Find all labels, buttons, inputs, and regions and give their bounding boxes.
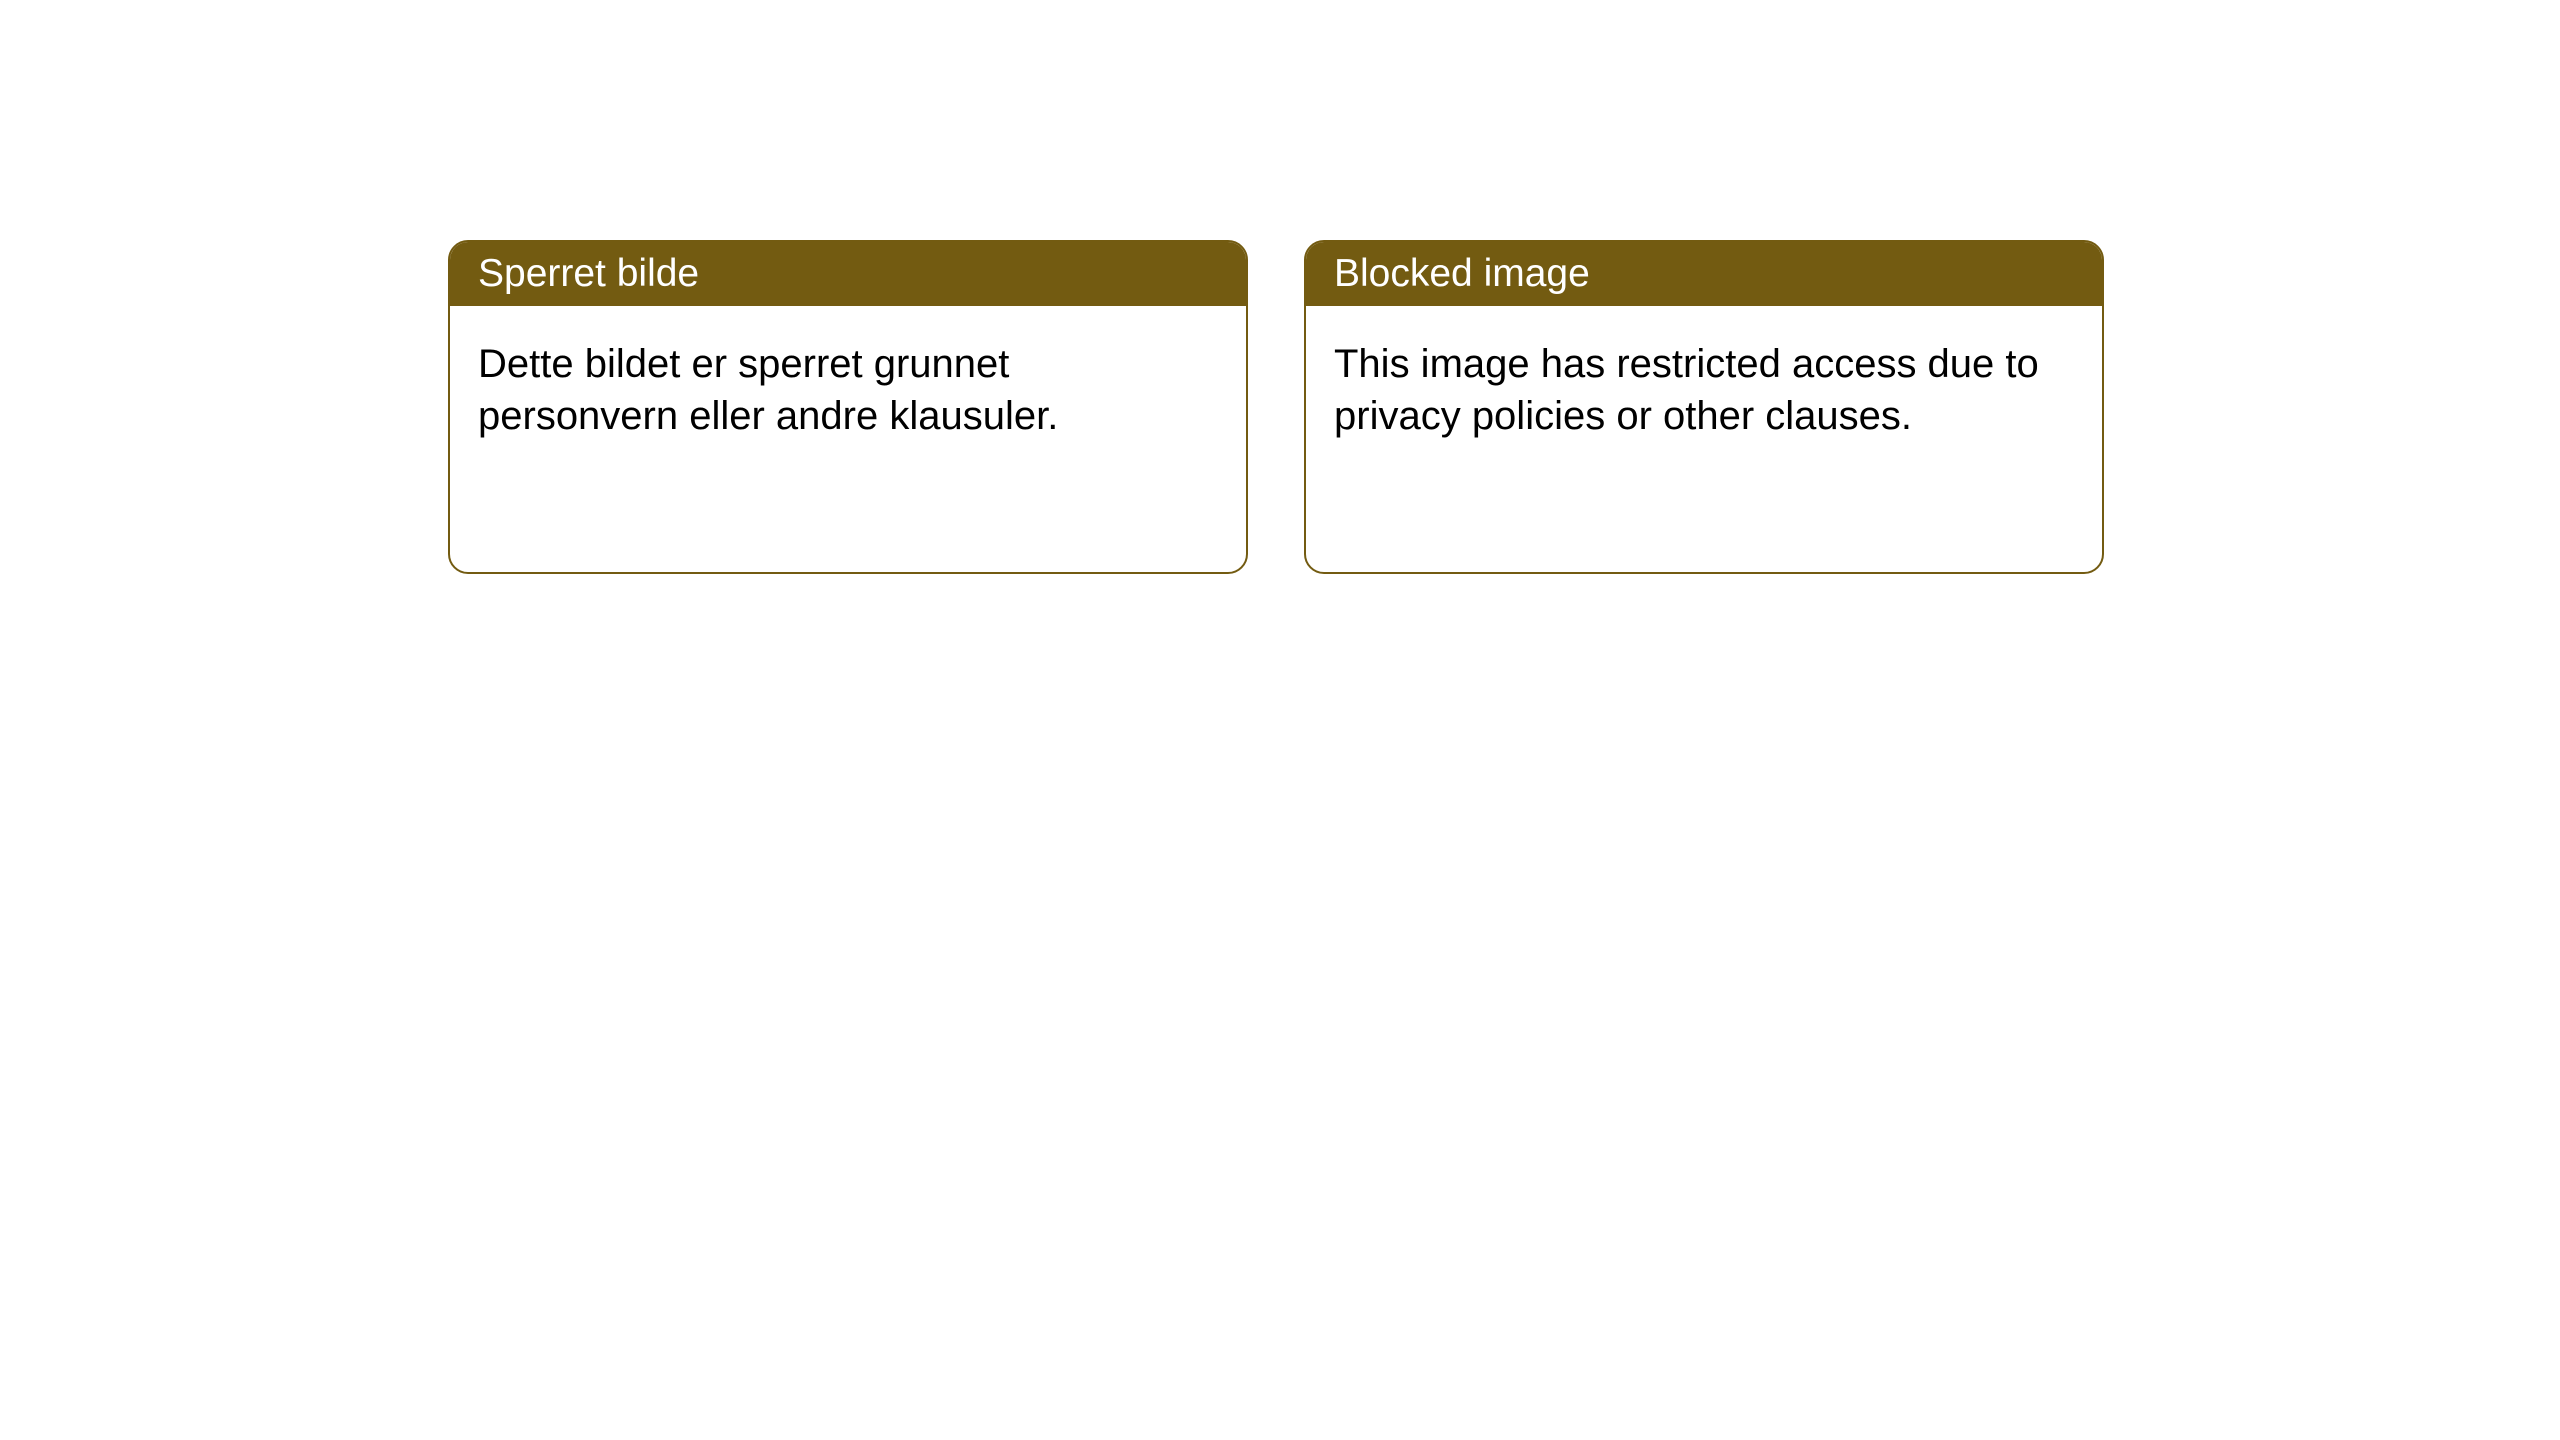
notice-card-english: Blocked image This image has restricted … bbox=[1304, 240, 2104, 574]
card-header: Blocked image bbox=[1306, 242, 2102, 306]
card-body: Dette bildet er sperret grunnet personve… bbox=[450, 306, 1246, 474]
notice-container: Sperret bilde Dette bildet er sperret gr… bbox=[0, 0, 2560, 574]
card-body: This image has restricted access due to … bbox=[1306, 306, 2102, 474]
card-header: Sperret bilde bbox=[450, 242, 1246, 306]
notice-card-norwegian: Sperret bilde Dette bildet er sperret gr… bbox=[448, 240, 1248, 574]
